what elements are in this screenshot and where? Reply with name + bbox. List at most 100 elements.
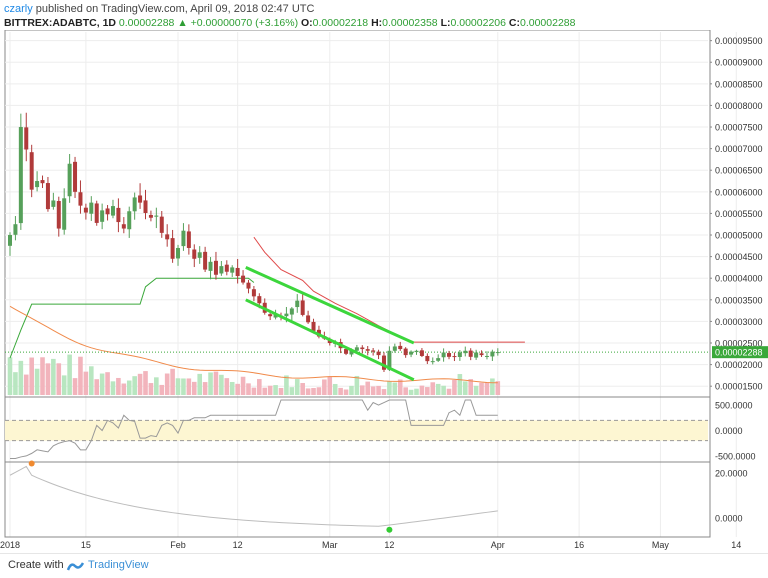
candle-body [289,308,294,315]
author-link[interactable]: czarly [4,3,33,15]
candle-body [300,300,305,315]
volume-bar [229,381,235,395]
volume-bar [94,379,100,395]
candle-body [349,349,354,355]
price-tick-label: 0.00002500 [715,339,763,349]
candle-body [100,210,105,222]
volume-bar [349,385,354,395]
candle-body [398,345,403,350]
candle-body [441,352,446,358]
time-tick-label: Apr [491,540,505,550]
publish-text: published on TradingView.com, April 09, … [35,3,315,15]
candle-body [45,183,50,210]
candle-body [73,161,78,192]
candle-body [403,348,408,356]
volume-bar [322,379,327,395]
candle-body [295,300,300,308]
symbol-label[interactable]: BITTREX:ADABTC, 1D [4,17,116,29]
candle-body [181,230,186,247]
volume-bar [110,381,116,395]
candle-body [306,315,311,323]
candle-body [40,180,45,184]
candle-body [284,313,289,317]
candle-body [56,201,61,229]
volume-bar [7,357,13,395]
volume-bar [116,377,121,395]
price-tick-label: 0.00002000 [715,360,763,370]
time-tick-label: 14 [731,540,741,550]
volume-bar [148,383,154,395]
open-label: O: [301,17,313,29]
candle-body [62,198,67,230]
price-tick-label: 0.00004000 [715,274,763,284]
candle-body [268,314,273,317]
volume-bar [251,387,257,395]
volume-bar [425,387,430,395]
volume-bar [56,363,62,395]
volume-bar [40,357,45,395]
volume-bar [289,387,295,395]
time-tick-label: Feb [170,540,186,550]
volume-bar [29,357,34,395]
volume-bar [495,381,501,395]
ohlc-line: BITTREX:ADABTC, 1D 0.00002288 ▲ +0.00000… [4,17,575,29]
price-tick-label: 0.00003500 [715,295,763,305]
volume-bar [191,381,197,395]
volume-bar [419,385,425,395]
candle-body [430,361,435,363]
candle-body [354,347,359,351]
volume-bar [316,387,322,395]
volume-bar [18,360,24,395]
candle-body [376,351,381,356]
candle-body [246,282,251,289]
time-tick-label: May [652,540,670,550]
volume-bar [186,378,192,395]
momentum-peak-dot [28,460,35,467]
price-tick-label: 0.00007500 [715,123,763,133]
candle-body [192,249,197,259]
volume-bar [446,388,452,395]
moving-average-line [9,305,498,384]
volume-bar [83,371,89,395]
candle-body [484,355,489,357]
price-tick-label: 0.00005000 [715,231,763,241]
tradingview-brand[interactable]: TradingView [88,559,149,571]
candle-body [474,352,479,358]
candle-body [371,350,376,352]
candle-body [29,152,34,190]
price-change: +0.00000070 (+3.16%) [190,17,299,29]
time-tick-label: 15 [81,540,91,550]
price-tick-label: 0.00009500 [715,36,763,46]
candle-body [392,346,397,351]
candle-body [344,349,349,354]
candle-body [457,352,462,357]
price-tick-label: 0.00006000 [715,187,763,197]
price-tick-label: 0.00008000 [715,101,763,111]
candle-body [121,224,126,229]
candle-body [24,127,29,150]
candle-body [447,353,452,357]
candle-body [414,350,419,353]
candle-body [138,195,143,203]
momentum-tick-label: 0.0000 [715,514,743,524]
price-chart[interactable]: 0.00009500 0.00009000 0.00008500 0.00008000… [0,30,768,553]
volume-bar [164,373,170,395]
candle-body [143,200,148,213]
volume-bar [479,382,484,395]
candle-body [8,235,12,246]
volume-bar [34,368,40,395]
volume-bar [61,375,67,395]
volume-bar [414,388,419,395]
candle-body [116,207,121,223]
price-tick-label: 0.00006500 [715,166,763,176]
candle-body [452,356,457,358]
volume-bar [387,381,392,395]
volume-bar [354,375,360,395]
candle-body [257,296,262,304]
time-tick-label: 12 [384,540,394,550]
candle-body [360,347,365,350]
tradingview-logo-icon [66,562,85,571]
last-price-label-bg [712,346,768,359]
last-price-label: 0.00002288 [715,348,763,358]
volume-bar [105,372,110,395]
